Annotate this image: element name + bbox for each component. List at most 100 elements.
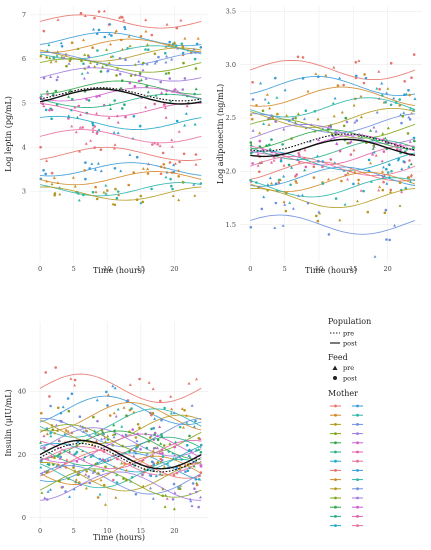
y-tick-label: 1.5 — [226, 221, 236, 229]
data-point — [104, 192, 108, 195]
legend-mother-key-dot — [334, 505, 337, 509]
data-point — [400, 121, 403, 125]
data-point — [46, 457, 50, 460]
data-point — [193, 122, 197, 126]
legend-feed-post-marker — [333, 376, 337, 380]
data-point — [43, 446, 46, 450]
data-point — [42, 169, 45, 172]
data-point — [161, 151, 165, 155]
data-point — [45, 56, 48, 59]
data-point — [412, 136, 416, 140]
data-point — [185, 444, 189, 447]
data-point — [114, 496, 118, 499]
data-point — [58, 457, 62, 460]
data-point — [159, 165, 163, 169]
data-point — [195, 449, 198, 452]
data-point — [181, 45, 185, 48]
data-point — [82, 458, 86, 461]
y-tick-label: 6 — [22, 55, 26, 63]
data-point — [170, 407, 174, 411]
data-point — [113, 143, 117, 146]
data-point — [353, 120, 357, 124]
data-point — [84, 486, 88, 490]
data-point — [383, 136, 387, 140]
data-point — [95, 132, 99, 135]
legend-mother-key-dot — [356, 404, 359, 408]
data-point — [82, 76, 86, 80]
mother-curve — [40, 471, 202, 501]
data-point — [164, 71, 168, 75]
data-point — [45, 89, 49, 93]
mother-curve — [39, 373, 202, 403]
data-point — [166, 461, 170, 465]
data-point — [139, 201, 143, 205]
data-point — [50, 171, 54, 175]
data-point — [50, 182, 54, 186]
x-tick-label: 10 — [103, 527, 111, 535]
data-point — [91, 46, 94, 49]
data-point — [145, 452, 149, 455]
data-point — [270, 114, 274, 118]
data-point — [161, 452, 164, 455]
data-point — [124, 413, 128, 417]
data-point — [112, 478, 115, 482]
data-point — [388, 163, 391, 166]
legend-pre-label: pre — [343, 330, 354, 338]
data-point — [266, 189, 270, 192]
data-point — [66, 430, 70, 433]
data-point — [120, 79, 124, 82]
data-point — [141, 473, 144, 476]
data-point — [98, 457, 102, 461]
x-axis-label: Time (hours) — [305, 266, 357, 275]
data-point — [306, 89, 310, 93]
data-point — [149, 486, 152, 490]
data-point — [94, 432, 98, 435]
data-point — [134, 492, 138, 496]
data-point — [73, 383, 77, 387]
y-tick-label: 7 — [22, 11, 26, 19]
data-point — [407, 89, 410, 92]
data-point — [399, 113, 403, 116]
data-point — [93, 444, 97, 448]
legend-mother-key-dot — [356, 413, 359, 417]
data-point — [93, 469, 96, 473]
data-point — [57, 406, 60, 410]
data-point — [258, 139, 262, 143]
data-point — [76, 440, 79, 444]
data-point — [359, 189, 363, 192]
data-point — [144, 48, 147, 51]
y-tick-label: 3 — [22, 188, 26, 196]
data-point — [170, 138, 174, 142]
data-point — [96, 472, 100, 475]
legend-population-title: Population — [328, 317, 371, 326]
mother-curve — [40, 80, 202, 95]
data-point — [173, 445, 176, 449]
data-point — [282, 163, 286, 167]
data-point — [95, 95, 98, 98]
data-point — [294, 175, 297, 178]
data-point — [154, 93, 158, 97]
data-point — [409, 106, 413, 110]
data-point — [268, 176, 272, 180]
data-point — [87, 99, 91, 102]
data-point — [49, 404, 52, 408]
data-point — [67, 477, 70, 481]
data-point — [394, 101, 398, 104]
data-point — [128, 153, 132, 156]
data-point — [170, 57, 174, 61]
data-point — [258, 145, 262, 148]
data-point — [73, 469, 77, 472]
data-point — [364, 76, 368, 80]
legend-post-label: post — [343, 340, 357, 348]
data-point — [41, 102, 44, 105]
data-point — [249, 113, 253, 116]
data-point — [312, 176, 316, 179]
mother-curve — [250, 59, 416, 81]
data-point — [153, 433, 156, 436]
data-point — [46, 498, 49, 501]
mother-curve — [39, 446, 202, 476]
data-point — [199, 464, 203, 467]
data-point — [75, 460, 79, 463]
data-point — [410, 76, 413, 79]
data-point — [389, 188, 393, 192]
